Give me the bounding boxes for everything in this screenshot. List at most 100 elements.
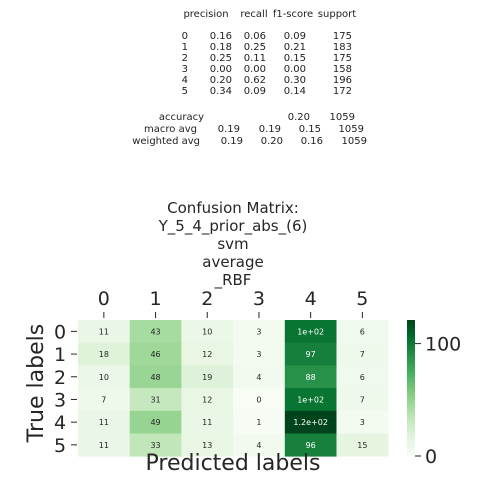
heatmap-cell [181, 433, 234, 457]
report-row-label: 5 [181, 86, 188, 97]
x-tick-label: 1 [150, 288, 162, 310]
y-tick-label: 0 [54, 321, 66, 343]
cell-annotation: 15 [357, 441, 367, 450]
report-cell: 0.00 [283, 64, 306, 75]
cell-annotation: 43 [150, 327, 160, 336]
heatmap-cell [181, 320, 234, 344]
report-cell: 0.06 [243, 31, 266, 42]
cell-annotation: 12 [202, 350, 212, 359]
cell-annotation: 4 [256, 373, 261, 382]
title-line: average [202, 253, 263, 271]
y-tick-label: 3 [54, 389, 66, 411]
heatmap-cell [129, 388, 182, 412]
report-cell: 0.20 [209, 75, 232, 86]
heatmap-cell [233, 365, 286, 389]
heatmap-cell [129, 342, 182, 366]
y-tick-label: 5 [54, 435, 66, 457]
report-weighted-cell: 0.20 [260, 136, 283, 147]
report-header-precision: precision [183, 9, 229, 20]
cell-annotation: 13 [202, 441, 212, 450]
heatmap-cell [78, 342, 131, 366]
report-header-recall: recall [240, 9, 268, 20]
heatmap-cell [129, 320, 182, 344]
heatmap-cell [284, 320, 337, 344]
report-cell: 172 [332, 86, 352, 97]
cell-annotation: 3 [360, 418, 365, 427]
heatmap-cell [336, 388, 389, 412]
y-tick-label: 4 [54, 412, 66, 434]
report-row-label: 2 [181, 53, 188, 64]
report-header-support: support [317, 9, 357, 20]
heatmap-cell [284, 433, 337, 457]
title-line: Confusion Matrix: [167, 199, 299, 217]
cell-annotation: 3 [256, 350, 261, 359]
heatmap-cell [78, 410, 131, 434]
report-cell: 0.15 [283, 53, 306, 64]
report-cell: 196 [332, 75, 352, 86]
x-tick-label: 5 [356, 288, 368, 310]
report-cell: 0.14 [283, 86, 306, 97]
cell-annotation: 1.2e+02 [293, 418, 328, 427]
heatmap-cell [78, 433, 131, 457]
heatmap-cell [233, 433, 286, 457]
cell-annotation: 6 [360, 373, 365, 382]
report-macro-cell: 0.19 [258, 124, 281, 135]
y-axis-label: True labels [24, 324, 49, 443]
cell-annotation: 19 [202, 373, 212, 382]
cell-annotation: 46 [150, 350, 160, 359]
report-cell: 0.25 [243, 42, 266, 53]
report-cell: 0.34 [209, 86, 232, 97]
report-row-label: 3 [181, 64, 188, 75]
x-tick-label: 0 [98, 288, 110, 310]
report-cell: 0.18 [209, 42, 232, 53]
y-tick-label: 1 [54, 344, 66, 366]
heatmap: 11 43 10 3 1e+02 618 46 12 3 97 710 48 19 4 88 67 31 12 0 1… [78, 320, 389, 457]
cell-annotation: 4 [256, 441, 261, 450]
cell-annotation: 11 [99, 441, 109, 450]
report-cell: 0.62 [243, 75, 266, 86]
heatmap-cell [233, 320, 286, 344]
heatmap-cell [181, 365, 234, 389]
cell-annotation: 1 [256, 418, 261, 427]
report-cell: 0.00 [243, 64, 266, 75]
cell-annotation: 10 [99, 373, 109, 382]
cell-annotation: 97 [306, 350, 316, 359]
heatmap-cell [78, 388, 131, 412]
cell-annotation: 48 [150, 373, 160, 382]
report-macro-label: macro avg [144, 124, 197, 135]
report-accuracy-f1: 0.20 [287, 112, 310, 123]
report-cell: 0.16 [209, 31, 232, 42]
cell-annotation: 11 [99, 327, 109, 336]
report-weighted-label: weighted avg [132, 136, 200, 147]
heatmap-cell [284, 388, 337, 412]
report-row-label: 1 [181, 42, 188, 53]
heatmap-cell [336, 433, 389, 457]
report-row-label: 4 [181, 75, 188, 86]
report-cell: 175 [332, 31, 352, 42]
x-axis-label: Predicted labels [146, 451, 321, 476]
cell-annotation: 3 [256, 327, 261, 336]
heatmap-cell [181, 342, 234, 366]
heatmap-cell [129, 433, 182, 457]
cell-annotation: 10 [202, 327, 212, 336]
report-row-label: 0 [181, 31, 188, 42]
x-tick-label: 2 [201, 288, 213, 310]
report-cell: 175 [332, 53, 352, 64]
chart-title: Confusion Matrix:Y_5_4_prior_abs_(6)svma… [158, 199, 308, 290]
heatmap-cell [129, 410, 182, 434]
heatmap-cell [336, 320, 389, 344]
cell-annotation: 96 [306, 441, 316, 450]
cell-annotation: 1e+02 [297, 327, 324, 336]
cell-annotation: 88 [306, 373, 316, 382]
cell-annotation: 11 [202, 418, 212, 427]
report-accuracy-label: accuracy [158, 112, 204, 123]
heatmap-cell [233, 342, 286, 366]
heatmap-cell [181, 388, 234, 412]
cell-annotation: 0 [256, 395, 261, 404]
report-cell: 0.09 [243, 86, 266, 97]
report-cell: 183 [332, 42, 352, 53]
cell-annotation: 11 [99, 418, 109, 427]
report-weighted-cell: 1059 [341, 136, 367, 147]
